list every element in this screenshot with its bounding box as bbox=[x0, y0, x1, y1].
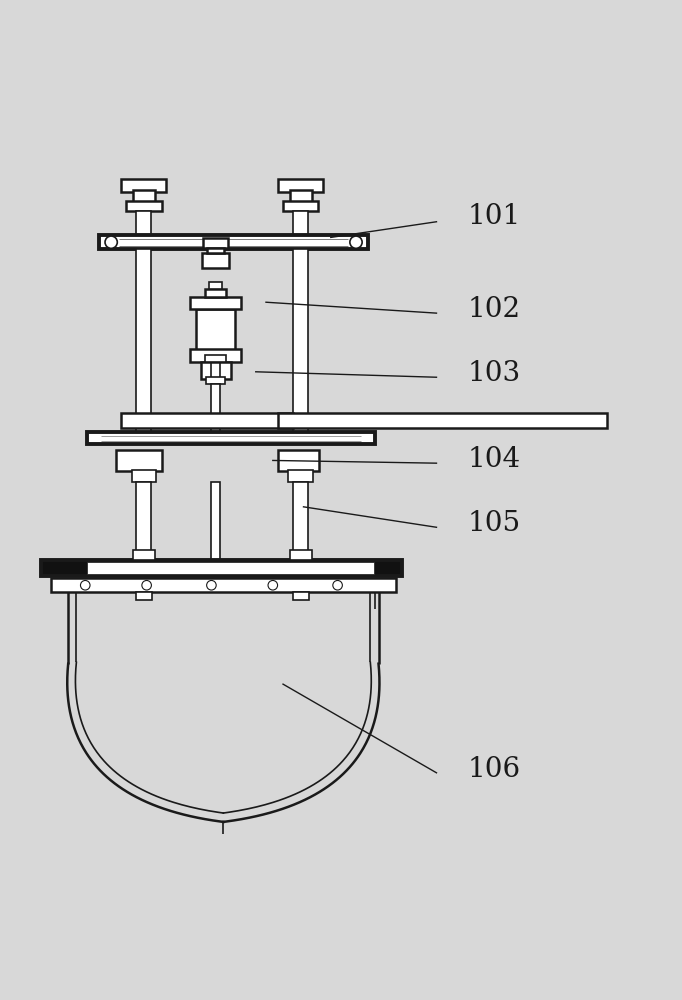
Bar bbox=[290, 190, 312, 203]
Bar bbox=[278, 450, 319, 471]
Bar bbox=[133, 190, 155, 203]
Bar bbox=[116, 450, 162, 471]
Bar bbox=[293, 482, 308, 568]
Bar bbox=[132, 470, 156, 482]
Bar bbox=[190, 349, 241, 362]
Bar bbox=[209, 282, 222, 289]
Bar bbox=[288, 470, 313, 482]
Circle shape bbox=[333, 580, 342, 590]
Bar bbox=[290, 550, 312, 560]
Bar bbox=[87, 562, 374, 574]
Text: 105: 105 bbox=[467, 510, 520, 537]
Bar bbox=[136, 482, 151, 568]
Circle shape bbox=[80, 580, 90, 590]
Bar bbox=[293, 211, 308, 235]
Bar bbox=[51, 578, 396, 592]
Bar bbox=[205, 289, 226, 297]
Bar bbox=[121, 179, 166, 192]
Bar bbox=[190, 297, 241, 309]
Bar bbox=[41, 560, 402, 576]
Bar bbox=[126, 201, 162, 211]
Text: 104: 104 bbox=[467, 446, 520, 473]
Text: 106: 106 bbox=[467, 756, 520, 783]
Circle shape bbox=[268, 580, 278, 590]
Bar bbox=[207, 248, 224, 253]
Bar bbox=[278, 179, 323, 192]
Bar bbox=[136, 211, 151, 235]
Text: 102: 102 bbox=[467, 296, 520, 323]
Bar bbox=[121, 413, 293, 428]
Bar bbox=[211, 384, 220, 433]
Bar bbox=[99, 235, 368, 249]
Bar bbox=[136, 249, 151, 433]
Bar bbox=[87, 432, 375, 444]
Bar bbox=[278, 413, 607, 428]
Bar bbox=[202, 253, 229, 268]
Bar bbox=[136, 592, 152, 600]
Bar bbox=[206, 377, 225, 384]
Circle shape bbox=[142, 580, 151, 590]
Bar bbox=[293, 592, 309, 600]
Circle shape bbox=[350, 236, 362, 248]
Bar bbox=[211, 482, 220, 568]
Bar bbox=[283, 201, 318, 211]
Circle shape bbox=[105, 236, 117, 248]
Circle shape bbox=[207, 580, 216, 590]
Text: 101: 101 bbox=[467, 203, 520, 230]
Bar bbox=[293, 249, 308, 433]
Bar bbox=[201, 362, 231, 379]
Bar bbox=[205, 355, 226, 362]
Text: 103: 103 bbox=[467, 360, 520, 387]
Bar bbox=[196, 309, 235, 350]
Bar bbox=[133, 550, 155, 560]
Bar bbox=[203, 238, 228, 248]
